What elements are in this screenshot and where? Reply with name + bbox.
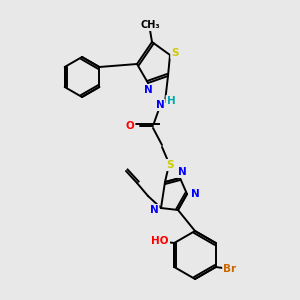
Text: N: N	[156, 100, 164, 110]
Text: H: H	[167, 96, 176, 106]
Text: S: S	[171, 48, 179, 58]
Text: N: N	[178, 167, 186, 177]
Text: N: N	[190, 189, 200, 199]
Text: O: O	[126, 121, 134, 131]
Text: S: S	[166, 160, 174, 170]
Text: CH₃: CH₃	[140, 20, 160, 30]
Text: N: N	[144, 85, 152, 95]
Text: N: N	[150, 205, 158, 215]
Text: Br: Br	[223, 264, 236, 274]
Text: HO: HO	[152, 236, 169, 246]
